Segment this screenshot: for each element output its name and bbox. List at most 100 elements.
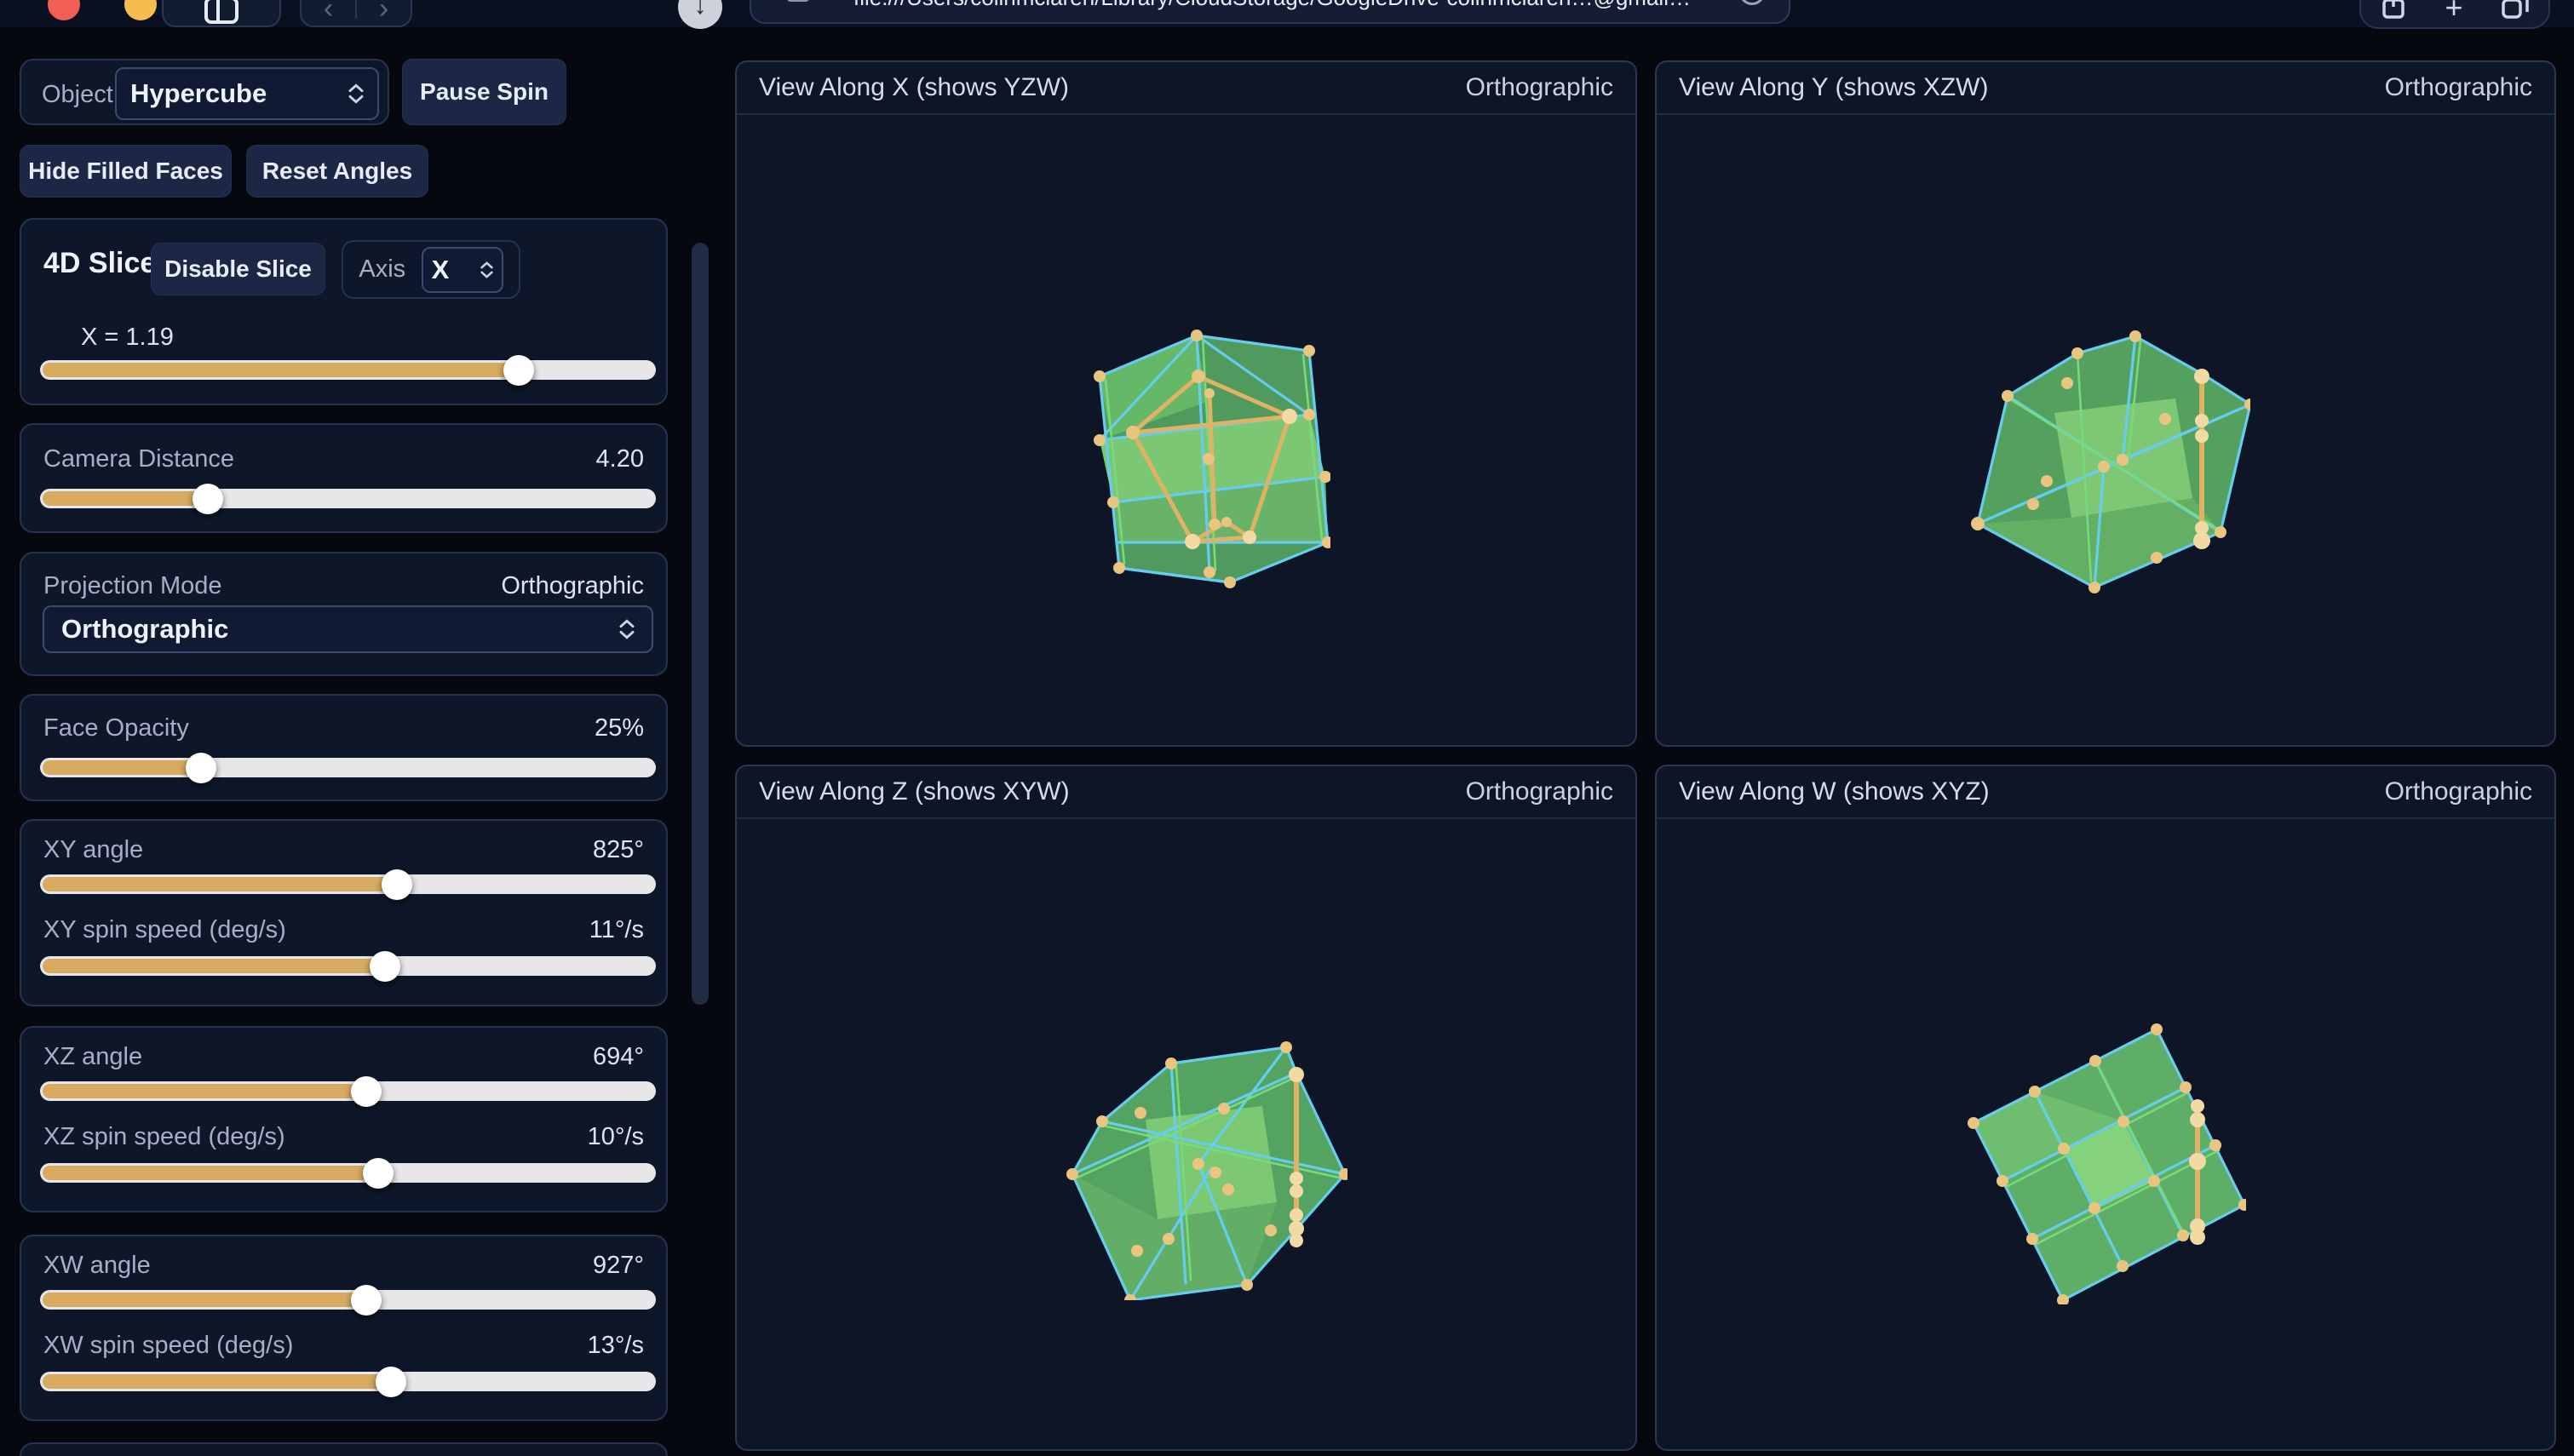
- yz-card-partial: YZ angle: [20, 1442, 668, 1456]
- url-text: file:///Users/colinmclaren/Library/Cloud…: [853, 0, 1705, 11]
- sidebar-scrollbar[interactable]: [692, 243, 709, 1005]
- new-tab-icon[interactable]: +: [2445, 0, 2463, 25]
- chevron-updown-icon: [619, 619, 635, 639]
- slider-fill: [43, 752, 217, 783]
- slider-fill: [43, 483, 223, 514]
- nav-divider: [355, 0, 357, 19]
- viewport-y: View Along Y (shows XZW) Orthographic: [1655, 60, 2556, 747]
- reset-angles-button[interactable]: Reset Angles: [246, 145, 428, 198]
- opacity-card: Face Opacity 25%: [20, 694, 668, 801]
- axis-select[interactable]: X: [421, 246, 503, 293]
- browser-chrome: ‹ › ↓ file:///Users/colinmclaren/Library…: [0, 0, 2574, 29]
- xw-angle-value: 927°: [593, 1252, 644, 1279]
- viewport-w-header: View Along W (shows XYZ) Orthographic: [1657, 766, 2554, 819]
- opacity-slider[interactable]: [43, 752, 653, 783]
- viewport-x-header: View Along X (shows YZW) Orthographic: [737, 62, 1635, 115]
- yz-angle-label: YZ angle: [43, 1454, 142, 1456]
- opacity-value: 25%: [594, 714, 644, 742]
- slider-fill: [43, 354, 535, 386]
- xz-speed-label: XZ spin speed (deg/s): [43, 1123, 285, 1150]
- viewport-y-header: View Along Y (shows XZW) Orthographic: [1657, 62, 2554, 115]
- xz-speed-slider[interactable]: [43, 1157, 653, 1189]
- xy-card: XY angle 825° XY spin speed (deg/s) 11°/…: [20, 819, 668, 1006]
- object-select[interactable]: Hypercube: [115, 67, 379, 120]
- slider-thumb[interactable]: [363, 1157, 394, 1189]
- hypercube-render-w: [1968, 1023, 2246, 1304]
- hypercube-render-y: [1971, 330, 2250, 593]
- viewport-x: View Along X (shows YZW) Orthographic: [735, 60, 1637, 747]
- share-icon[interactable]: [2381, 0, 2406, 20]
- slider-thumb[interactable]: [369, 950, 400, 982]
- slider-thumb[interactable]: [351, 1284, 382, 1316]
- nav-buttons: ‹ ›: [300, 0, 412, 27]
- viewport-y-title: View Along Y (shows XZW): [1679, 73, 1989, 101]
- slider-thumb[interactable]: [381, 868, 412, 900]
- projection-card: Projection Mode Orthographic Orthographi…: [20, 552, 668, 676]
- camera-label: Camera Distance: [43, 445, 235, 473]
- viewport-y-canvas[interactable]: [1657, 115, 2554, 743]
- xw-angle-label: XW angle: [43, 1252, 151, 1279]
- slider-thumb[interactable]: [351, 1075, 382, 1107]
- traffic-light-minimize-icon[interactable]: [124, 0, 157, 20]
- chevron-updown-icon: [348, 83, 364, 104]
- xw-card: XW angle 927° XW spin speed (deg/s) 13°/…: [20, 1235, 668, 1421]
- object-select-value: Hypercube: [130, 78, 267, 108]
- camera-value: 4.20: [595, 445, 644, 473]
- viewport-x-title: View Along X (shows YZW): [759, 73, 1070, 101]
- xy-speed-slider[interactable]: [43, 950, 653, 982]
- sidebar-toggle-button[interactable]: [162, 0, 281, 27]
- viewport-x-mode: Orthographic: [1465, 73, 1613, 101]
- hypercube-render-z: [1066, 1041, 1347, 1300]
- hide-filled-faces-button[interactable]: Hide Filled Faces: [20, 145, 232, 198]
- axis-label: Axis: [359, 255, 406, 283]
- xz-speed-value: 10°/s: [587, 1123, 644, 1150]
- slice-value-label: X = 1.19: [81, 324, 174, 351]
- back-icon[interactable]: ‹: [323, 0, 334, 25]
- viewport-w-mode: Orthographic: [2384, 777, 2532, 805]
- tab-overview-icon[interactable]: [2502, 0, 2529, 20]
- viewport-w-title: View Along W (shows XYZ): [1679, 777, 1990, 805]
- slice-title: 4D Slice: [43, 247, 157, 279]
- slider-thumb[interactable]: [186, 752, 217, 783]
- xz-angle-value: 694°: [593, 1043, 644, 1070]
- viewport-z-mode: Orthographic: [1465, 777, 1613, 805]
- slice-slider[interactable]: [43, 354, 653, 386]
- downloads-icon[interactable]: ↓: [678, 0, 722, 29]
- projection-label: Projection Mode: [43, 572, 222, 599]
- sidebar-icon: [204, 0, 238, 24]
- url-bar[interactable]: file:///Users/colinmclaren/Library/Cloud…: [750, 0, 1790, 24]
- pause-spin-button[interactable]: Pause Spin: [402, 59, 566, 125]
- xw-speed-value: 13°/s: [587, 1332, 644, 1359]
- slice-card: 4D Slice Disable Slice Axis X X = 1.19: [20, 218, 668, 405]
- xz-card: XZ angle 694° XZ spin speed (deg/s) 10°/…: [20, 1026, 668, 1212]
- xy-speed-label: XY spin speed (deg/s): [43, 916, 286, 943]
- xy-angle-value: 825°: [593, 836, 644, 863]
- viewport-z-title: View Along Z (shows XYW): [759, 777, 1070, 805]
- traffic-light-close-icon[interactable]: [48, 0, 80, 20]
- xw-angle-slider[interactable]: [43, 1284, 653, 1316]
- axis-group: Axis X: [342, 240, 520, 299]
- forward-icon[interactable]: ›: [378, 0, 389, 25]
- slider-thumb[interactable]: [375, 1366, 406, 1397]
- xw-speed-slider[interactable]: [43, 1366, 653, 1397]
- xy-angle-slider[interactable]: [43, 868, 653, 900]
- projection-select-value: Orthographic: [61, 614, 229, 644]
- disable-slice-button[interactable]: Disable Slice: [151, 243, 325, 295]
- xy-speed-value: 11°/s: [589, 916, 644, 943]
- viewport-x-canvas[interactable]: [737, 115, 1635, 743]
- projection-select[interactable]: Orthographic: [43, 605, 653, 653]
- slider-fill: [43, 950, 400, 982]
- slider-fill: [43, 1157, 394, 1189]
- slider-thumb[interactable]: [503, 354, 535, 386]
- xz-angle-slider[interactable]: [43, 1075, 653, 1107]
- camera-slider[interactable]: [43, 483, 653, 514]
- slider-fill: [43, 1075, 382, 1107]
- viewport-w-canvas[interactable]: [1657, 819, 2554, 1447]
- viewport-z-canvas[interactable]: [737, 819, 1635, 1447]
- viewport-z: View Along Z (shows XYW) Orthographic: [735, 765, 1637, 1451]
- camera-card: Camera Distance 4.20: [20, 423, 668, 533]
- object-label: Object: [42, 81, 113, 108]
- slider-thumb[interactable]: [192, 483, 223, 514]
- refresh-icon[interactable]: ⟳: [1739, 0, 1765, 5]
